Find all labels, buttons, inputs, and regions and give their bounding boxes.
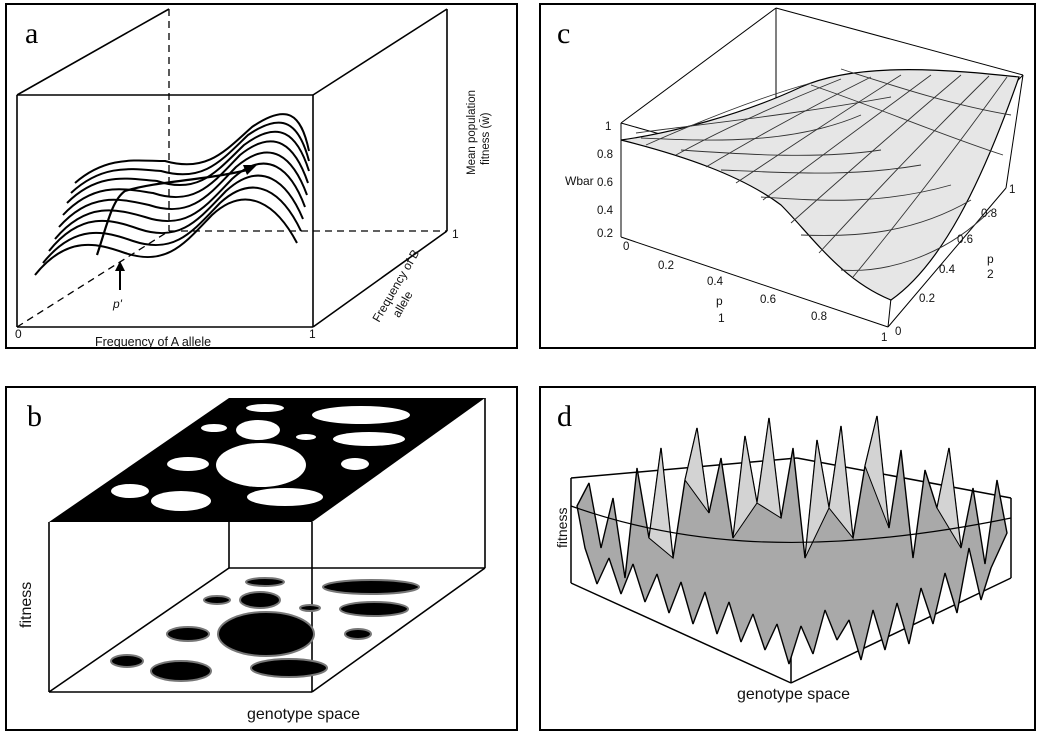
panel-c-x-tick: 0.8 <box>811 311 827 323</box>
panel-c-x-tick: 0.4 <box>707 276 724 288</box>
panel-d-z-label: fitness <box>554 508 570 548</box>
panel-a-z-label-2: fitness (w̄) <box>479 112 492 165</box>
panel-a-y-max: 1 <box>452 227 459 241</box>
panel-b: b <box>5 386 518 731</box>
panel-d-figure: d fitness genotype space <box>541 388 1038 733</box>
panel-c-y-label-sub: 2 <box>987 267 994 281</box>
panel-c-y-tick: 0.2 <box>919 293 935 305</box>
panel-c-z-ticks: 1 0.8 0.6 0.4 0.2 <box>597 121 614 240</box>
panel-a: a <box>5 3 518 349</box>
panel-a-point-arrowhead <box>115 261 125 271</box>
panel-c-x-tick: 0.2 <box>658 260 674 272</box>
panel-a-origin: 0 <box>15 327 22 341</box>
panel-a-x-label: Frequency of A allele <box>95 335 211 349</box>
panel-c-x-label-sub: 1 <box>718 311 725 325</box>
panel-d-landscape <box>577 416 1007 664</box>
panel-b-shadows <box>111 578 419 681</box>
panel-c-y-tick: 1 <box>1009 184 1015 196</box>
panel-c-z-label: Wbar <box>565 174 594 188</box>
panel-d-letter: d <box>557 400 572 433</box>
panel-a-hidden-edges <box>17 9 447 327</box>
panel-c-y-tick: 0.8 <box>981 208 997 220</box>
panel-b-x-label: genotype space <box>247 706 360 723</box>
panel-c-letter: c <box>557 17 570 50</box>
panel-a-point-label: p' <box>112 297 123 311</box>
panel-c-x-tick: 0 <box>623 241 629 253</box>
panel-a-figure: a <box>7 5 520 351</box>
panel-c-z-tick: 0.2 <box>597 228 613 240</box>
panel-c-y-label: p <box>987 252 994 266</box>
panel-b-figure: b <box>7 388 520 733</box>
panel-c-figure: c <box>541 5 1038 351</box>
panel-b-z-label: fitness <box>18 582 35 628</box>
panel-c-x-tick: 0.6 <box>760 294 776 306</box>
panel-a-x-max: 1 <box>309 327 316 341</box>
panel-c-z-tick: 1 <box>605 121 611 133</box>
panel-c-y-tick: 0 <box>895 326 901 338</box>
panel-b-letter: b <box>27 400 42 433</box>
panel-c-x-label: p <box>716 294 723 308</box>
panel-c-z-tick: 0.8 <box>597 149 613 161</box>
panel-c-y-tick: 0.6 <box>957 234 973 246</box>
panel-c-x-tick: 1 <box>881 332 887 344</box>
panel-a-surface-curves <box>35 114 309 275</box>
panel-a-letter: a <box>25 17 38 50</box>
panel-c-y-tick: 0.4 <box>939 264 956 276</box>
panel-c-z-tick: 0.6 <box>597 177 613 189</box>
panel-d: d fitness genotype space <box>539 386 1036 731</box>
panel-a-cube <box>17 9 447 327</box>
panel-d-x-label: genotype space <box>737 686 850 703</box>
panel-c: c <box>539 3 1036 349</box>
panel-c-z-tick: 0.4 <box>597 205 614 217</box>
panel-a-z-label-1: Mean population <box>466 90 478 175</box>
panel-a-path-arrowhead <box>243 165 257 175</box>
